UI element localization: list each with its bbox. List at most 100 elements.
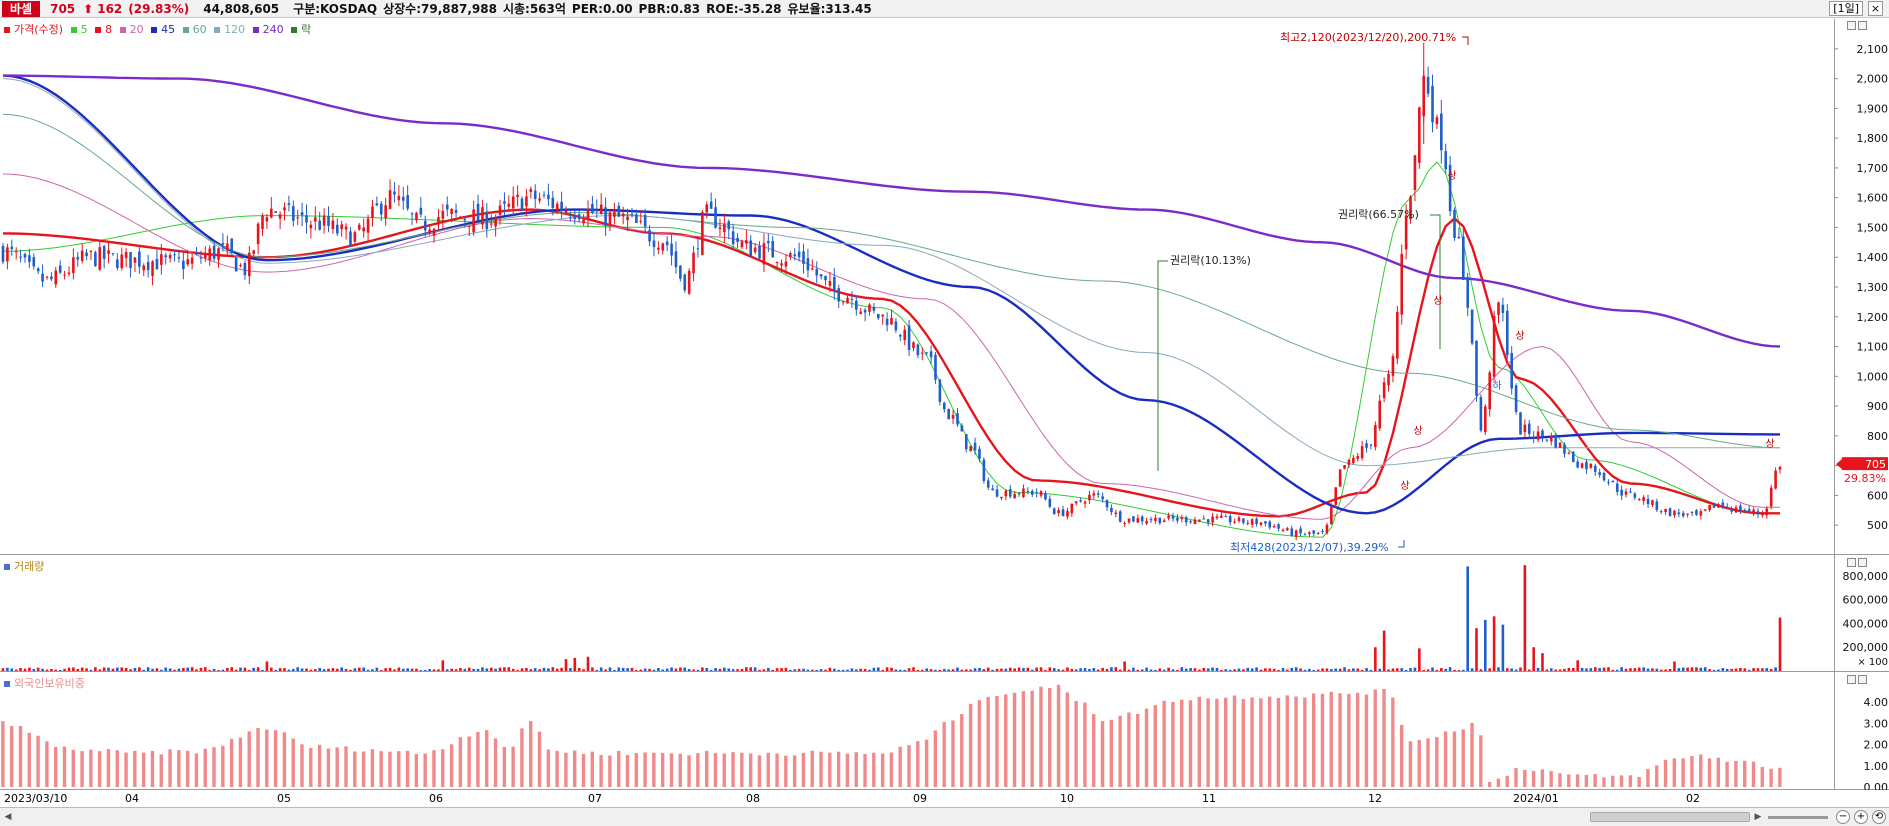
maximize-pane-icon[interactable] <box>1858 675 1867 684</box>
volume-bar <box>384 668 387 671</box>
close-icon[interactable]: × <box>1868 1 1883 16</box>
volume-tick-label: 600,000 <box>1843 594 1889 607</box>
candle-body <box>1321 530 1324 532</box>
legend-price[interactable]: 가격(수정) <box>14 23 64 36</box>
foreign-ownership-bar <box>62 746 67 787</box>
candle-body <box>221 242 225 245</box>
period-button[interactable]: [1일] <box>1829 1 1863 16</box>
candle-body <box>1457 236 1461 239</box>
foreign-ownership-bar <box>775 753 779 787</box>
volume-bar <box>129 669 132 671</box>
foreign-ownership-bar <box>432 750 436 787</box>
legend-ma5[interactable]: 5 <box>80 23 88 36</box>
legend-ma120[interactable]: 120 <box>224 23 246 36</box>
chart-scrollbar[interactable]: ◀ ▶ − + ⟲ <box>0 808 1889 826</box>
volume-bar <box>485 668 489 671</box>
candle-body <box>327 216 330 226</box>
legend-ma240[interactable]: 240 <box>262 23 284 36</box>
volume-bar <box>164 667 168 671</box>
candle-body <box>50 276 53 280</box>
candle-body <box>692 252 695 274</box>
candle-body <box>1497 302 1500 315</box>
foreign-ownership-bar <box>1004 694 1008 787</box>
candle-body <box>1523 424 1527 433</box>
zoom-out-icon[interactable]: − <box>1836 810 1850 824</box>
foreign-ownership-bar <box>1021 691 1026 787</box>
minimize-pane-icon[interactable] <box>1847 675 1856 684</box>
volume-bar <box>841 669 845 671</box>
volume-title[interactable]: 거래량 <box>14 560 45 573</box>
legend-rights[interactable]: 락 <box>301 23 312 36</box>
volume-bar <box>1695 667 1698 671</box>
volume-chart[interactable]: 800,000 600,000 400,000 200,000 × 100 <box>0 556 1889 672</box>
candle-body <box>1404 215 1408 250</box>
ma-line-45 <box>2 74 1780 515</box>
zoom-reset-icon[interactable]: ⟲ <box>1872 810 1886 824</box>
foreign-title[interactable]: 외국인보유비중 <box>14 677 85 690</box>
volume-bar <box>1554 669 1557 671</box>
candle-body <box>1030 490 1034 495</box>
minimize-pane-icon[interactable] <box>1847 558 1856 567</box>
maximize-pane-icon[interactable] <box>1858 558 1867 567</box>
legend-ma45[interactable]: 45 <box>161 23 176 36</box>
candle-body <box>357 224 361 230</box>
stock-name-badge[interactable]: 바셀 <box>2 0 41 17</box>
foreign-ownership-bar <box>273 730 278 787</box>
candle-body <box>551 197 555 208</box>
foreign-ownership-bar <box>1188 700 1193 787</box>
candle-body <box>564 210 568 214</box>
candle-body <box>855 300 858 310</box>
volume-bar <box>1642 667 1645 671</box>
scroll-thumb[interactable] <box>1590 812 1750 822</box>
candle-body <box>1176 517 1179 521</box>
price-legend: 가격(수정) 5 8 20 45 60 120 240 락 <box>4 21 315 37</box>
volume-bar <box>1664 669 1667 671</box>
zoom-slider[interactable] <box>1768 816 1828 819</box>
volume-bar <box>1448 667 1452 671</box>
candle-body <box>98 247 102 270</box>
volume-bar <box>982 669 986 671</box>
volume-bar <box>1409 668 1412 671</box>
volume-bar <box>182 668 185 671</box>
candle-body <box>379 203 383 215</box>
zoom-in-icon[interactable]: + <box>1854 810 1868 824</box>
foreign-ownership-bar <box>1223 697 1228 787</box>
volume-bar <box>599 667 603 671</box>
volume-bar <box>986 667 990 671</box>
foreign-ownership-pane[interactable]: 4.00 3.00 2.00 1.00 0.00 외국인보유비중 <box>0 673 1889 794</box>
candle-body <box>1541 430 1544 437</box>
foreign-ownership-bar <box>71 749 75 787</box>
maximize-pane-icon[interactable] <box>1858 21 1867 30</box>
legend-ma60[interactable]: 60 <box>192 23 207 36</box>
candle-body <box>28 255 31 263</box>
volume-bar <box>1110 667 1113 671</box>
volume-pane[interactable]: 800,000 600,000 400,000 200,000 × 100 거래량 <box>0 556 1889 672</box>
minimize-pane-icon[interactable] <box>1847 21 1856 30</box>
candle-body <box>80 250 84 261</box>
candle-body <box>929 351 933 358</box>
price-chart[interactable]: 2,100 2,000 1,900 1,800 1,700 1,600 1,500 1,400… <box>0 19 1889 555</box>
volume-bar <box>890 667 893 671</box>
candle-body <box>894 321 898 331</box>
candle-body <box>208 248 212 261</box>
volume-tick-label: 200,000 <box>1843 641 1889 654</box>
volume-bar <box>1593 667 1597 671</box>
candle-body <box>1017 492 1021 495</box>
foreign-ownership-bar <box>1391 697 1395 787</box>
scroll-left-icon[interactable]: ◀ <box>4 812 12 822</box>
legend-ma8[interactable]: 8 <box>105 23 113 36</box>
rights-annotation-2: 권리락(66.57%) <box>1338 208 1419 221</box>
foreign-ownership-chart[interactable]: 4.00 3.00 2.00 1.00 0.00 <box>0 673 1889 794</box>
volume-bar <box>283 668 286 671</box>
volume-value: 44,808,605 <box>203 1 280 16</box>
date-label: 12 <box>1368 792 1382 805</box>
volume-bar <box>621 667 625 671</box>
price-pane[interactable]: 2,100 2,000 1,900 1,800 1,700 1,600 1,500 1,400… <box>0 19 1889 555</box>
volume-bar <box>639 669 643 671</box>
volume-bar <box>331 668 335 671</box>
legend-ma20[interactable]: 20 <box>129 23 144 36</box>
scroll-right-icon[interactable]: ▶ <box>1754 812 1762 822</box>
volume-bar <box>454 669 458 671</box>
candle-body <box>1761 514 1764 516</box>
candle-body <box>1242 518 1245 523</box>
